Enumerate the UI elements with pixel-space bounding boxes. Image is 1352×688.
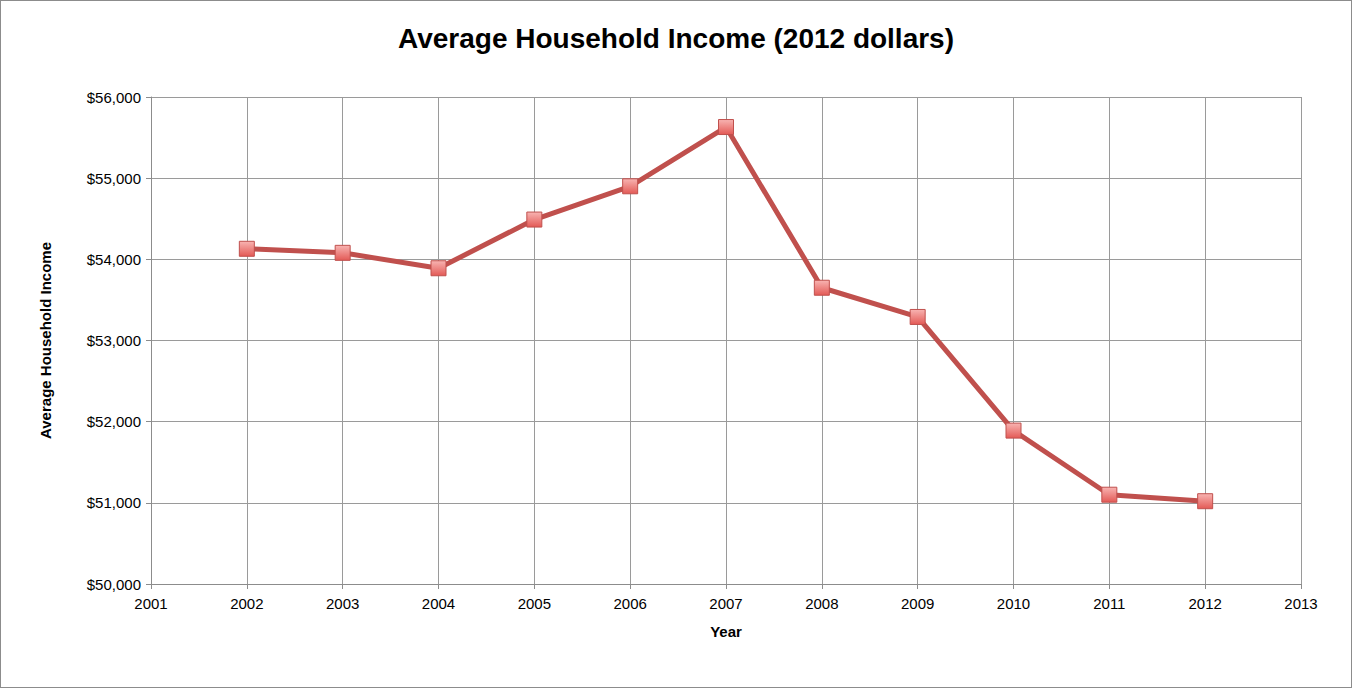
svg-text:Average Household Income: Average Household Income [37,242,54,439]
svg-text:2011: 2011 [1093,595,1125,612]
svg-text:2012: 2012 [1188,595,1221,612]
svg-text:2002: 2002 [230,595,263,612]
svg-text:2005: 2005 [518,595,551,612]
svg-text:2004: 2004 [422,595,455,612]
svg-text:$54,000: $54,000 [87,251,141,268]
svg-text:2003: 2003 [326,595,359,612]
svg-text:$51,000: $51,000 [87,494,141,511]
svg-text:$55,000: $55,000 [87,170,141,187]
svg-text:2013: 2013 [1284,595,1317,612]
svg-text:$56,000: $56,000 [87,89,141,106]
svg-text:2007: 2007 [709,595,742,612]
svg-text:Average Household Income (2012: Average Household Income (2012 dollars) [398,23,954,54]
svg-text:2008: 2008 [805,595,838,612]
svg-text:2001: 2001 [134,595,167,612]
svg-text:2006: 2006 [613,595,646,612]
svg-text:2009: 2009 [901,595,934,612]
svg-text:$53,000: $53,000 [87,332,141,349]
svg-text:$50,000: $50,000 [87,576,141,593]
svg-text:$52,000: $52,000 [87,413,141,430]
svg-text:Year: Year [710,623,742,640]
svg-text:2010: 2010 [997,595,1030,612]
